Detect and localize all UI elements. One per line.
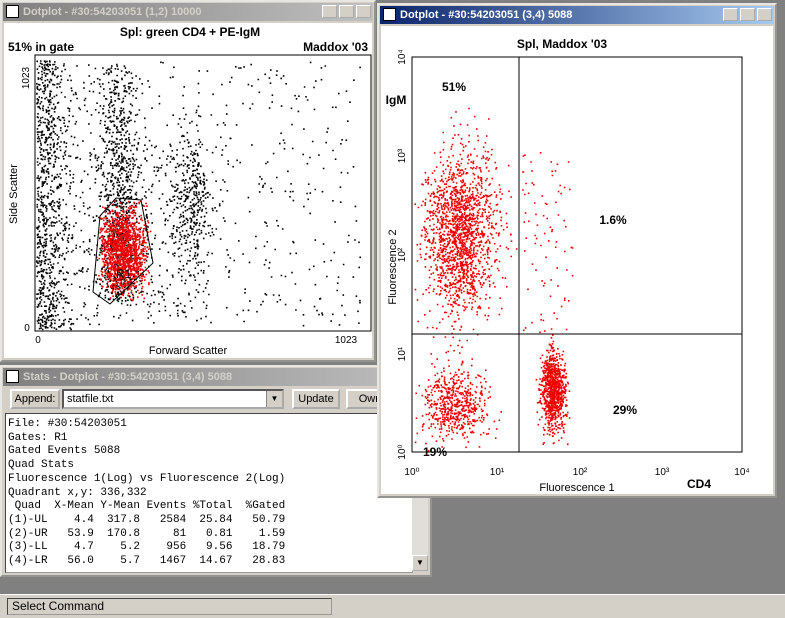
y-tick: 1023 — [21, 66, 32, 89]
dot-cloud — [535, 328, 571, 446]
quadrant-label: 51% — [442, 80, 466, 94]
dotplot1-title: Dotplot - #30:54203051 (1,2) 10000 — [23, 6, 202, 18]
x-tick: 10³ — [655, 467, 670, 478]
stats-line: Quad X-Mean Y-Mean Events %Total %Gated — [8, 500, 286, 513]
x-axis-label: Forward Scatter — [149, 345, 228, 357]
y-tick: 0 — [24, 323, 30, 334]
x-tick: 10⁰ — [404, 467, 419, 478]
y-marker: IgM — [386, 93, 407, 107]
y-axis-label: Fluorescence 2 — [387, 229, 399, 304]
plot-title: Spl: green CD4 + PE-IgM — [120, 25, 260, 39]
status-bar: Select Command — [0, 594, 785, 618]
dot-cloud — [80, 140, 202, 322]
stats-title-bar: Stats - Dotplot - #30:54203051 (3,4) 508… — [3, 368, 429, 386]
plot-title: Spl, Maddox '03 — [517, 37, 608, 51]
update-button[interactable]: Update — [292, 389, 340, 409]
stats-line: (2)-UR 53.9 170.8 81 0.81 1.59 — [8, 527, 286, 540]
stats-line: (1)-UL 4.4 317.8 2584 25.84 50.79 — [8, 513, 286, 526]
quadrant-label: 29% — [613, 403, 637, 417]
stats-lines: File: #30:54203051 Gates: R1 Gated Events … — [8, 418, 285, 569]
stats-line: (4)-LR 56.0 5.7 1467 14.67 28.83 — [8, 555, 286, 568]
append-button[interactable]: Append: — [10, 389, 60, 409]
y-tick: 10⁴ — [397, 49, 408, 64]
stats-line: (3)-LL 4.7 5.2 956 9.56 18.79 — [8, 541, 286, 554]
x-tick: 1023 — [335, 335, 358, 346]
dot-cloud — [414, 107, 532, 372]
dot-cloud — [36, 60, 95, 331]
dot-cloud — [163, 82, 229, 310]
x-tick: 10¹ — [490, 467, 505, 478]
dotplot1-svg: Spl: green CD4 + PE-IgM 51% in gate Madd… — [8, 25, 372, 357]
gate-label: R1 — [116, 267, 132, 281]
gate-percent: 51% in gate — [8, 40, 74, 54]
stats-line: File: #30:54203051 — [8, 418, 127, 430]
x-tick: 10² — [573, 467, 588, 478]
y-axis-label: Side Scatter — [8, 164, 20, 224]
author: Maddox '03 — [303, 40, 368, 54]
file-field[interactable]: statfile.txt ▼ — [62, 389, 284, 409]
y-tick: 10⁰ — [397, 444, 408, 459]
dotplot2-title: Dotplot - #30:54203051 (3,4) 5088 — [400, 9, 573, 21]
quadrant-label: 19% — [423, 445, 447, 459]
stats-line: Quad Stats — [8, 459, 75, 472]
x-axis-label: Fluorescence 1 — [539, 482, 614, 494]
dot-cloud — [522, 152, 574, 332]
gate-r1 — [92, 197, 154, 305]
plot-frame — [411, 56, 743, 453]
x-marker: CD4 — [687, 477, 711, 491]
y-tick: 10³ — [397, 148, 408, 163]
status-text: Select Command — [7, 598, 332, 615]
dotplot2-svg: Spl, Maddox '03 10⁰ 10¹ 10² 10³ 10⁴ 10⁰ 10¹ 10²… — [386, 37, 750, 494]
scroll-down[interactable]: ▼ — [412, 555, 428, 571]
stats-line: Gated Events 5088 — [8, 445, 121, 458]
stats-line: Quadrant x,y: 336,332 — [8, 486, 147, 499]
dotplot1-window: Dotplot - #30:54203051 (1,2) 10000 Spl: … — [0, 0, 376, 362]
stats-window: Stats - Dotplot - #30:54203051 (3,4) 508… — [0, 365, 432, 577]
file-name: statfile.txt — [67, 393, 114, 405]
x-tick: 0 — [35, 335, 41, 346]
dotplot2-title-bar: Dotplot - #30:54203051 (3,4) 5088 — [380, 6, 774, 24]
quadrant-label: 1.6% — [599, 213, 627, 227]
dotplot1-title-bar: Dotplot - #30:54203051 (1,2) 10000 — [3, 3, 373, 21]
y-tick: 10² — [397, 247, 408, 262]
plot-frame — [34, 54, 372, 332]
y-tick: 10¹ — [397, 346, 408, 361]
dotplot2-window: Dotplot - #30:54203051 (3,4) 5088 Spl, M… — [377, 3, 777, 498]
stats-line: Fluorescence 1(Log) vs Fluorescence 2(Lo… — [8, 472, 286, 485]
stats-title: Stats - Dotplot - #30:54203051 (3,4) 508… — [23, 371, 233, 383]
stats-line: Gates: R1 — [8, 431, 68, 444]
dot-cloud — [414, 336, 502, 452]
x-tick: 10⁴ — [734, 467, 749, 478]
dot-cloud — [98, 200, 152, 302]
stats-text-area: File: #30:54203051 Gates: R1 Gated Events … — [5, 413, 413, 573]
dropdown-arrow[interactable]: ▼ — [266, 391, 282, 407]
